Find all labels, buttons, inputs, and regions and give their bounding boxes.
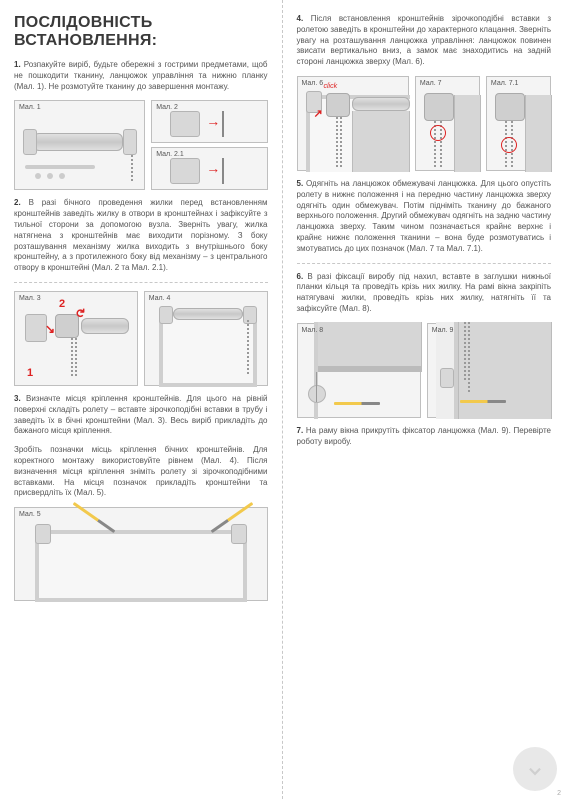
arrow-icon: ↘ — [45, 322, 55, 336]
step-text-2: В разі бічного проведення жилки перед вс… — [14, 198, 268, 272]
fig-label-1: Мал. 1 — [19, 104, 41, 111]
step-text-5: Одягніть на ланцюжок обмежувачі ланцюжка… — [297, 179, 552, 253]
callout-2: 2 — [59, 298, 65, 310]
figure-9: Мал. 9 — [427, 323, 551, 418]
fig-label-6: Мал. 6 — [302, 80, 324, 87]
para-3a: 3. Визначте місця кріплення кронштейнів.… — [14, 394, 268, 437]
figure-4: Мал. 4 — [144, 291, 268, 386]
fig-label-8: Мал. 8 — [302, 327, 324, 334]
page: ПОСЛІДОВНІСТЬ ВСТАНОВЛЕННЯ: 1. Розпакуйт… — [0, 0, 565, 799]
right-column: 4. Після встановлення кронштейнів зірочк… — [283, 0, 565, 799]
para-7: 7. На раму вікна прикрутіть фіксатор лан… — [297, 426, 552, 448]
step-num-4: 4. — [297, 14, 304, 23]
fig-label-7: Мал. 7 — [420, 80, 442, 87]
figure-5: Мал. 5 — [14, 507, 268, 601]
fig1-art — [15, 101, 144, 189]
figure-8: Мал. 8 — [297, 323, 421, 418]
highlight-circle — [501, 137, 517, 153]
separator — [14, 282, 268, 283]
step-num-7: 7. — [297, 426, 304, 435]
figure-2: Мал. 2 → — [151, 100, 267, 143]
fig-label-9: Мал. 9 — [432, 327, 454, 334]
arrow-icon: ↗ — [314, 107, 323, 120]
separator — [297, 263, 552, 264]
step-text-6: В разі фіксації виробу під нахил, вставт… — [297, 272, 552, 313]
step-text-4: Після встановлення кронштейнів зірочкопо… — [297, 14, 552, 66]
para-1: 1. Розпакуйте виріб, будьте обережні з г… — [14, 60, 268, 92]
para-3b: Зробіть позначки місць кріплення бічних … — [14, 445, 268, 499]
fig-label-71: Мал. 7.1 — [491, 80, 519, 87]
page-number: 2 — [557, 790, 561, 797]
arrow-icon: ↻ — [73, 308, 87, 318]
fig-label-3: Мал. 3 — [19, 295, 41, 302]
figure-2-1: Мал. 2.1 → — [151, 147, 267, 190]
fig-row-1: Мал. 1 Мал. 2 → — [14, 100, 268, 190]
figure-1: Мал. 1 — [14, 100, 145, 190]
step-num-2: 2. — [14, 198, 21, 207]
para-6: 6. В разі фіксації виробу під нахил, вст… — [297, 272, 552, 315]
fig-row-2: Мал. 3 1 2 ↘ ↻ Мал. 4 — [14, 291, 268, 386]
figure-6: Мал. 6 click ↗ — [297, 76, 409, 171]
fig-label-5: Мал. 5 — [19, 511, 41, 518]
figure-7-1: Мал. 7.1 — [486, 76, 551, 171]
figure-7: Мал. 7 — [415, 76, 480, 171]
arrow-icon: → — [206, 113, 220, 129]
step-text-7: На раму вікна прикрутіть фіксатор ланцюж… — [297, 426, 551, 446]
fig-label-21: Мал. 2.1 — [156, 151, 184, 158]
callout-1: 1 — [27, 367, 33, 379]
step-num-1: 1. — [14, 60, 21, 69]
figure-3: Мал. 3 1 2 ↘ ↻ — [14, 291, 138, 386]
para-5: 5. Одягніть на ланцюжок обмежувачі ланцю… — [297, 179, 552, 255]
left-column: ПОСЛІДОВНІСТЬ ВСТАНОВЛЕННЯ: 1. Розпакуйт… — [0, 0, 283, 799]
para-4: 4. Після встановлення кронштейнів зірочк… — [297, 14, 552, 68]
page-title: ПОСЛІДОВНІСТЬ ВСТАНОВЛЕННЯ: — [14, 14, 268, 50]
fig-row-3: Мал. 5 — [14, 507, 268, 601]
arrow-icon: → — [206, 160, 220, 176]
watermark-icon — [513, 747, 557, 791]
step-text-3a: Визначте місця кріплення кронштейнів. Дл… — [14, 394, 268, 435]
fig-2-stack: Мал. 2 → Мал. 2.1 → — [151, 100, 267, 190]
fig-row-5: Мал. 8 Мал. 9 — [297, 323, 552, 418]
step-text-1: Розпакуйте виріб, будьте обережні з гост… — [14, 60, 268, 91]
click-label: click — [324, 83, 338, 90]
para-2: 2. В разі бічного проведення жилки перед… — [14, 198, 268, 274]
highlight-circle — [430, 125, 446, 141]
step-num-3: 3. — [14, 394, 21, 403]
fig-label-4: Мал. 4 — [149, 295, 171, 302]
step-num-6: 6. — [297, 272, 304, 281]
step-num-5: 5. — [297, 179, 304, 188]
fig-label-2: Мал. 2 — [156, 104, 178, 111]
fig-row-4: Мал. 6 click ↗ Мал. 7 Мал. 7.1 — [297, 76, 552, 171]
